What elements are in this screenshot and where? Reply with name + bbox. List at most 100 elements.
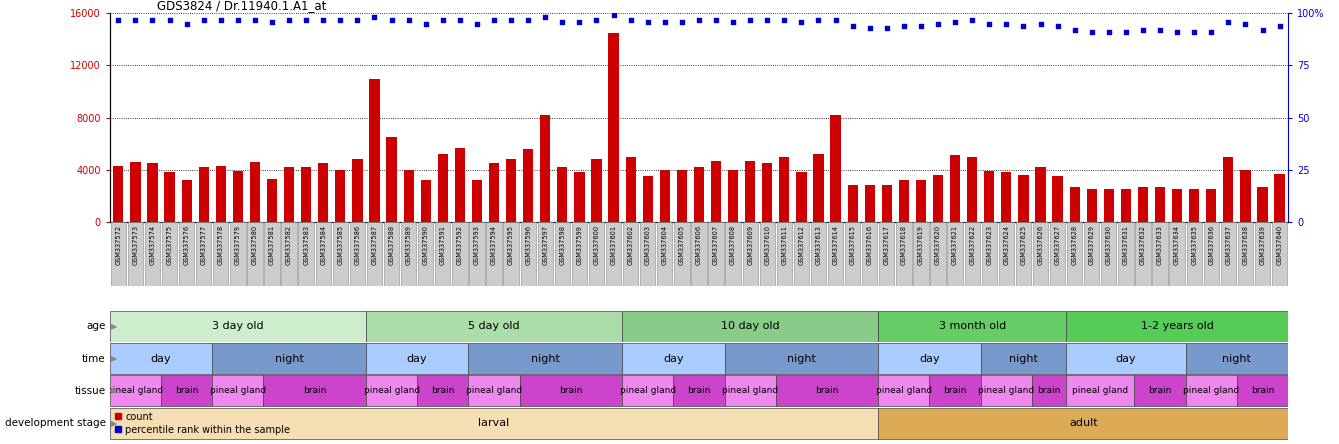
Point [107,16,129,23]
FancyBboxPatch shape [1032,375,1066,407]
Point [1115,28,1137,36]
Text: ▶: ▶ [111,419,118,428]
Bar [1189,190,1200,222]
Text: GSM337640: GSM337640 [1276,225,1283,266]
Text: GSM337626: GSM337626 [1038,225,1043,266]
Point [380,16,402,23]
Point [774,16,795,23]
FancyBboxPatch shape [299,222,313,286]
Bar [1103,190,1114,222]
FancyBboxPatch shape [521,222,536,286]
Text: pineal gland: pineal gland [363,386,419,396]
Text: day: day [1115,353,1137,364]
Point [637,18,659,25]
Text: GSM337578: GSM337578 [218,225,224,266]
Bar [813,154,823,222]
Text: GSM337617: GSM337617 [884,225,890,265]
Bar [198,167,209,222]
Bar [130,162,141,222]
FancyBboxPatch shape [453,222,467,286]
Text: GSM337603: GSM337603 [644,225,651,265]
Point [1201,28,1223,36]
FancyBboxPatch shape [384,222,399,286]
FancyBboxPatch shape [418,375,469,407]
FancyBboxPatch shape [520,375,623,407]
FancyBboxPatch shape [349,222,366,286]
Text: night: night [530,353,560,364]
Point [1133,27,1154,34]
Bar [762,163,773,222]
Point [552,18,573,25]
Point [996,20,1018,28]
FancyBboxPatch shape [623,310,878,342]
Bar [250,162,260,222]
FancyBboxPatch shape [1134,375,1185,407]
Bar [1138,187,1148,222]
Text: GSM337624: GSM337624 [1003,225,1010,266]
Text: GSM337611: GSM337611 [782,225,787,265]
Text: GSM337607: GSM337607 [714,225,719,266]
Bar [881,186,892,222]
Point [585,16,607,23]
Bar [1172,190,1182,222]
Text: GSM337579: GSM337579 [234,225,241,265]
Point [1047,22,1069,29]
Bar [1018,175,1028,222]
Text: GSM337616: GSM337616 [866,225,873,265]
Text: development stage: development stage [5,418,106,428]
Bar [1052,176,1063,222]
Point [415,20,437,28]
Text: GSM337574: GSM337574 [150,225,155,266]
FancyBboxPatch shape [794,222,809,286]
Text: GSM337577: GSM337577 [201,225,206,266]
FancyBboxPatch shape [1066,343,1185,374]
Text: GSM337598: GSM337598 [560,225,565,265]
Text: GSM337635: GSM337635 [1192,225,1197,265]
Bar [711,161,722,222]
Point [1184,28,1205,36]
Bar [403,170,414,222]
Bar [1240,170,1251,222]
Text: ▶: ▶ [111,321,118,331]
Text: GSM337638: GSM337638 [1243,225,1248,265]
Text: brain: brain [1251,386,1275,396]
Point [517,16,538,23]
Point [1081,28,1102,36]
Text: GSM337597: GSM337597 [542,225,548,265]
Point [449,16,470,23]
FancyBboxPatch shape [248,222,262,286]
Point [1012,22,1034,29]
Point [279,16,300,23]
FancyBboxPatch shape [1085,222,1099,286]
FancyBboxPatch shape [195,222,212,286]
Text: GSM337595: GSM337595 [507,225,514,265]
Bar [1035,167,1046,222]
Text: GSM337619: GSM337619 [919,225,924,265]
Text: GSM337622: GSM337622 [969,225,975,266]
Bar [233,171,242,222]
FancyBboxPatch shape [281,222,297,286]
FancyBboxPatch shape [929,375,980,407]
Text: brain: brain [303,386,327,396]
Text: night: night [1223,353,1252,364]
Bar [830,115,841,222]
Point [1065,27,1086,34]
Bar [916,180,927,222]
Text: adult: adult [1069,418,1098,428]
FancyBboxPatch shape [828,222,844,286]
FancyBboxPatch shape [1221,222,1236,286]
Text: GSM337615: GSM337615 [850,225,856,265]
FancyBboxPatch shape [213,343,366,374]
Bar [728,170,738,222]
FancyBboxPatch shape [1050,222,1066,286]
Bar [420,180,431,222]
Point [928,20,949,28]
FancyBboxPatch shape [537,222,553,286]
FancyBboxPatch shape [554,222,570,286]
FancyBboxPatch shape [1185,375,1237,407]
Point [603,12,624,19]
FancyBboxPatch shape [400,222,416,286]
Bar [1257,187,1268,222]
Bar [284,167,295,222]
Text: pineal gland: pineal gland [620,386,676,396]
